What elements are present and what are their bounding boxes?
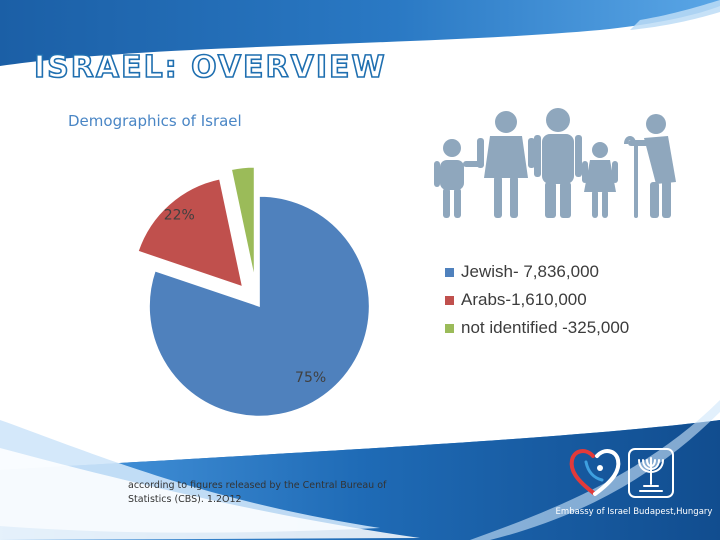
legend-item-not-identified: not identified -325,000 — [445, 314, 629, 342]
pie-label-jewish: 75% — [295, 370, 326, 386]
legend-label-jewish: Jewish- 7,836,000 — [461, 262, 599, 281]
legend-swatch-arabs — [445, 295, 454, 305]
legend-label-arabs: Arabs-1,610,000 — [461, 290, 587, 309]
chart-legend: Jewish- 7,836,000 Arabs-1,610,000 not id… — [445, 258, 629, 342]
chart-subtitle: Demographics of Israel — [68, 112, 242, 130]
pie-label-not-identified: 4% — [228, 140, 250, 144]
source-note: according to figures released by the Cen… — [128, 480, 387, 505]
pie-slice-not-identified — [230, 166, 255, 278]
slide-title: ISRAEL: OVERVIEW — [33, 49, 387, 86]
pie-slice-jewish — [148, 195, 370, 417]
legend-swatch-jewish — [445, 267, 454, 277]
menorah-emblem-icon — [628, 448, 674, 498]
legend-item-jewish: Jewish- 7,836,000 — [445, 258, 629, 286]
pie-slice-arabs — [137, 178, 244, 288]
legend-item-arabs: Arabs-1,610,000 — [445, 286, 629, 314]
legend-swatch-not-identified — [445, 323, 454, 333]
legend-label-not-identified: not identified -325,000 — [461, 318, 630, 337]
pie-label-arabs: 22% — [164, 208, 195, 224]
heart-logo-icon — [569, 449, 621, 496]
family-icon — [434, 108, 676, 218]
pie-chart: 75% 22% 4% — [137, 140, 370, 417]
embassy-footer: Embassy of Israel Budapest,Hungary — [555, 507, 713, 517]
